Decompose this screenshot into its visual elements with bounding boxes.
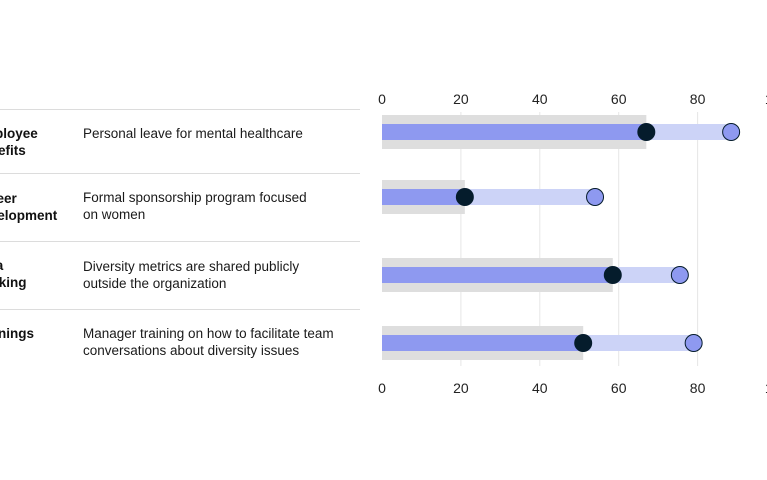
dark-dot [455, 188, 474, 206]
x-tick-label-bottom: 0 [378, 380, 386, 396]
row-category-label: Employee benefits [0, 126, 38, 158]
dark-dot [637, 123, 656, 141]
light-dot [586, 188, 605, 206]
x-tick-label-bottom: 40 [532, 380, 548, 396]
row-practice-label: Personal leave for mental healthcare [83, 126, 303, 141]
dark-bar [382, 267, 613, 283]
x-tick-label-bottom: 100 [765, 380, 767, 396]
light-dot [722, 123, 741, 141]
dark-dot [603, 266, 622, 284]
x-tick-label-bottom: 20 [453, 380, 469, 396]
x-tick-label-top: 0 [378, 91, 386, 107]
x-tick-label-top: 80 [690, 91, 706, 107]
row-category-label: Data tracking [0, 258, 27, 290]
x-tick-label-top: 40 [532, 91, 548, 107]
light-dot [684, 334, 703, 352]
x-tick-label-top: 60 [611, 91, 627, 107]
row-practice-label: Manager training on how to facilitate te… [83, 326, 334, 358]
row-practice-label: Diversity metrics are shared publicly ou… [83, 259, 300, 291]
row-divider [0, 173, 360, 174]
x-tick-label-top: 20 [453, 91, 469, 107]
dark-bar [382, 335, 584, 351]
dark-dot [574, 334, 593, 352]
row-category-label: Trainings [0, 326, 35, 341]
row-category-label: Career development [0, 191, 58, 223]
dark-bar [382, 124, 647, 140]
row-practice-label: Formal sponsorship program focused on wo… [83, 190, 307, 222]
light-dot [670, 266, 689, 284]
x-tick-label-bottom: 80 [690, 380, 706, 396]
row-divider [0, 109, 360, 110]
dark-bar [382, 189, 465, 205]
x-tick-label-bottom: 60 [611, 380, 627, 396]
x-tick-label-top: 100 [765, 91, 767, 107]
row-divider [0, 309, 360, 310]
row-divider [0, 241, 360, 242]
